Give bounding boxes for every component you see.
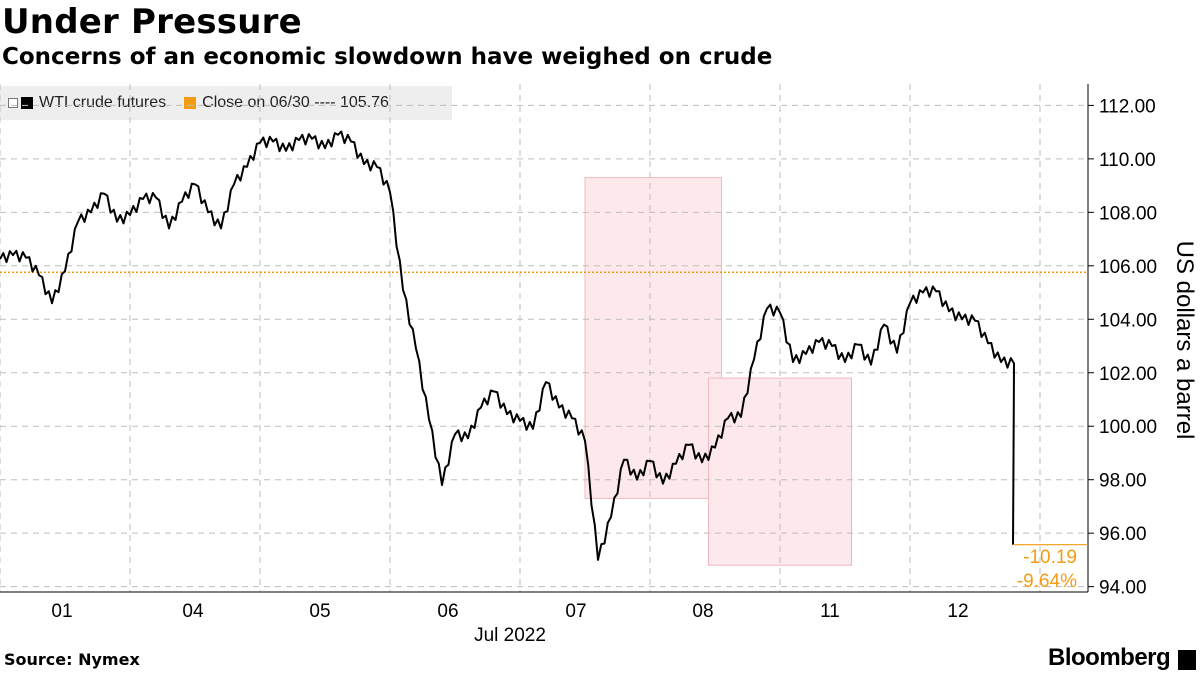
x-group-label: Jul 2022 [474, 625, 546, 646]
y-tick-label: 102.00 [1099, 364, 1157, 385]
x-tick-label: 12 [947, 601, 968, 622]
y-tick-label: 94.00 [1099, 578, 1147, 599]
bloomberg-logo: Bloomberg [1048, 644, 1171, 671]
x-tick-label: 06 [437, 601, 458, 622]
y-tick-label: 108.00 [1099, 203, 1157, 224]
legend-close-swatch [184, 97, 197, 109]
y-tick-label: 112.00 [1099, 96, 1156, 117]
change-annotation: -10.19 [1023, 547, 1077, 568]
wti-price-line [0, 130, 1015, 561]
y-axis-title: US dollars a barrel [1171, 241, 1198, 440]
y-tick-label: 96.00 [1099, 524, 1147, 545]
legend-close-label: Close on 06/30 ---- 105.76 [202, 94, 389, 111]
y-tick-label: 98.00 [1099, 471, 1147, 492]
y-tick-label: 104.00 [1099, 310, 1157, 331]
legend-series-swatch [21, 97, 33, 109]
y-tick-label: 110.00 [1099, 150, 1156, 171]
y-tick-label: 106.00 [1099, 257, 1157, 278]
legend: WTI crude futures Close on 06/30 ---- 10… [0, 86, 452, 120]
legend-series-label: WTI crude futures [39, 94, 167, 111]
x-tick-label: 04 [182, 601, 204, 622]
y-tick-label: 100.00 [1099, 417, 1157, 438]
x-tick-label: 11 [820, 601, 840, 622]
x-tick-label: 01 [51, 601, 72, 622]
legend-toggle-checkbox[interactable] [8, 98, 18, 108]
source-note: Source: Nymex [4, 650, 140, 669]
chart-subtitle: Concerns of an economic slowdown have we… [2, 44, 773, 70]
x-tick-label: 05 [309, 601, 330, 622]
change-pct-annotation: -9.64% [1017, 571, 1077, 592]
highlight-range-1 [584, 177, 722, 499]
x-tick-label: 07 [565, 601, 586, 622]
chart-title: Under Pressure [2, 2, 302, 42]
bloomberg-terminal-icon [1178, 650, 1196, 670]
x-tick-label: 08 [692, 601, 713, 622]
